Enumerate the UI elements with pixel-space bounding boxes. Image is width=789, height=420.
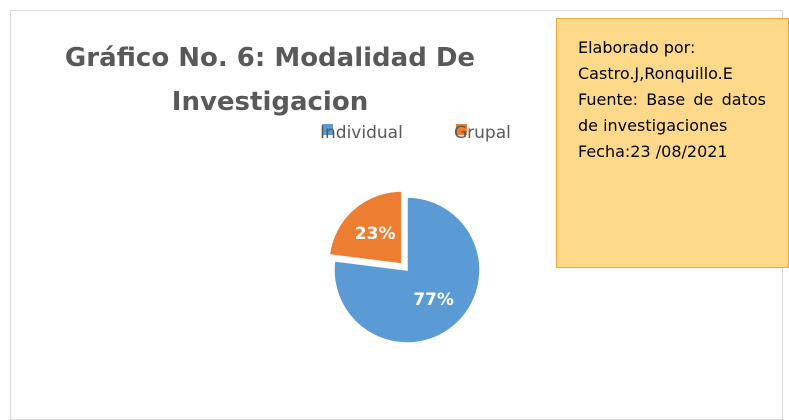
pie-slice: [328, 190, 403, 265]
note-line: Fecha:23 /08/2021: [578, 142, 728, 161]
chart-title: Gráfico No. 6: Modalidad De Investigacio…: [64, 43, 476, 117]
legend-label: Grupal: [454, 123, 511, 143]
pie-slice: [333, 196, 481, 344]
data-label: 77%: [413, 290, 454, 310]
note-box: Elaborado por: Castro.J,Ronquillo.E Fuente…: [556, 18, 789, 268]
note-line: Fuente: Base de datos de investigaciones: [578, 90, 766, 135]
legend-label: Individual: [320, 123, 403, 143]
note-line: Castro.J,Ronquillo.E: [578, 64, 733, 83]
data-label: 23%: [355, 224, 396, 244]
note-line: Elaborado por:: [578, 38, 696, 57]
legend-swatch: [322, 124, 333, 135]
legend-swatch: [456, 124, 467, 135]
